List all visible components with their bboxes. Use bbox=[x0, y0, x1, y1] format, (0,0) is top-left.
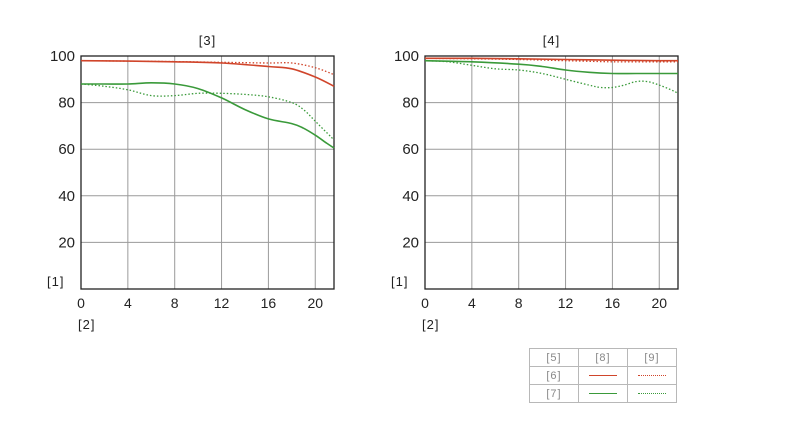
legend-header-corner: [5] bbox=[529, 348, 579, 367]
y-tick-label: 20 bbox=[402, 234, 419, 251]
x-tick-label: 0 bbox=[421, 295, 429, 311]
x-tick-label: 8 bbox=[515, 295, 523, 311]
y-tick-label: 100 bbox=[394, 48, 419, 65]
legend-row-label: [7] bbox=[529, 384, 579, 403]
y-axis-label: [1] bbox=[47, 274, 64, 289]
x-axis-label: [2] bbox=[78, 317, 95, 332]
plot-frame bbox=[424, 55, 679, 290]
x-tick-label: 16 bbox=[605, 295, 621, 311]
legend-swatch-green-dotted bbox=[627, 384, 677, 403]
chart-title: [4] bbox=[543, 33, 560, 48]
legend-header-solid: [8] bbox=[578, 348, 628, 367]
x-tick-label: 12 bbox=[558, 295, 574, 311]
series-line-6-8 bbox=[80, 59, 335, 88]
y-tick-label: 100 bbox=[50, 48, 75, 65]
chart-right: 0 4 8 12 16 20 20 40 60 80 100 [4] [1] [2] bbox=[391, 33, 679, 332]
chart-left: 0 4 8 12 16 20 20 40 60 80 100 [3] [1] [2] bbox=[47, 33, 335, 332]
legend-row-green: [7] bbox=[529, 384, 677, 403]
legend-header-row: [5] [8] [9] bbox=[529, 348, 677, 367]
x-tick-label: 20 bbox=[307, 295, 323, 311]
y-tick-label: 60 bbox=[58, 141, 75, 158]
series-line-7-8 bbox=[81, 81, 335, 149]
legend-swatch-green-solid bbox=[578, 384, 628, 403]
y-tick-label: 80 bbox=[402, 95, 419, 112]
x-tick-label: 12 bbox=[214, 295, 230, 311]
series-line-6-9 bbox=[80, 60, 335, 76]
legend-swatch-red-dotted bbox=[627, 366, 677, 385]
legend-row-label: [6] bbox=[529, 366, 579, 385]
x-tick-label: 20 bbox=[651, 295, 667, 311]
x-tick-label: 8 bbox=[171, 295, 179, 311]
x-tick-label: 0 bbox=[77, 295, 85, 311]
legend-swatch-red-solid bbox=[578, 366, 628, 385]
legend-header-dotted: [9] bbox=[627, 348, 677, 367]
x-tick-label: 4 bbox=[124, 295, 132, 311]
y-axis-label: [1] bbox=[391, 274, 408, 289]
series-line-7-9 bbox=[80, 83, 335, 141]
y-tick-label: 40 bbox=[402, 188, 419, 205]
series-line-7-8 bbox=[424, 59, 678, 75]
x-tick-label: 16 bbox=[261, 295, 277, 311]
y-tick-label: 60 bbox=[402, 141, 419, 158]
y-tick-label: 80 bbox=[58, 95, 75, 112]
y-tick-label: 40 bbox=[58, 188, 75, 205]
series-line-6-9 bbox=[424, 57, 678, 63]
x-axis-label: [2] bbox=[422, 317, 439, 332]
legend-row-red: [6] bbox=[529, 366, 677, 385]
plot-frame bbox=[80, 55, 335, 290]
x-tick-label: 4 bbox=[468, 295, 476, 311]
series-line-7-9 bbox=[424, 60, 679, 94]
legend-table: [5] [8] [9] [6] [7] bbox=[529, 348, 677, 403]
chart-title: [3] bbox=[199, 33, 216, 48]
y-tick-label: 20 bbox=[58, 234, 75, 251]
